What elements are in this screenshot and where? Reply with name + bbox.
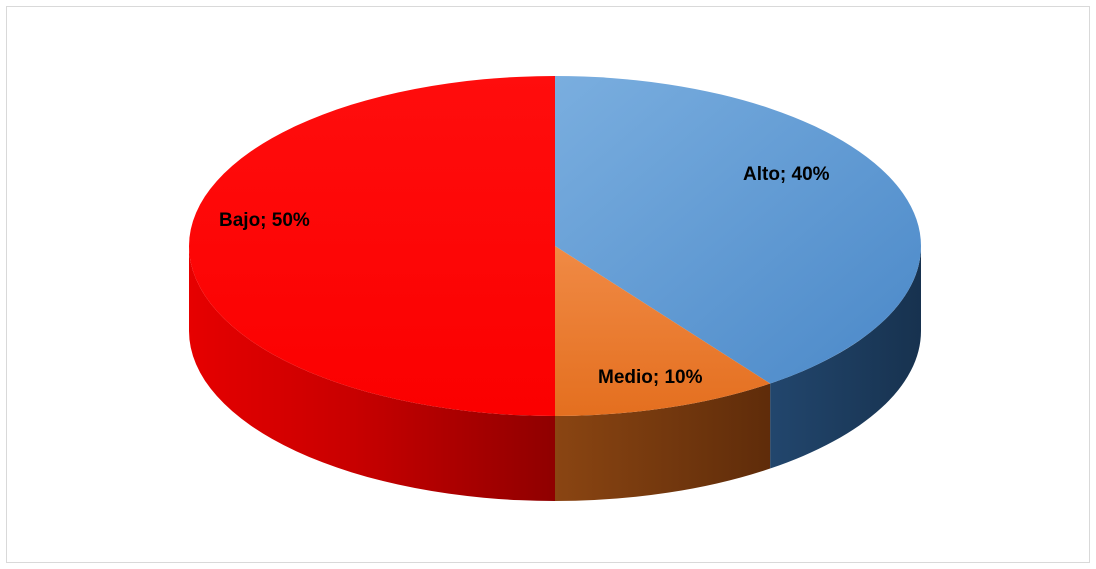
pie-side-medio [555, 383, 771, 501]
pie-side-bajo [189, 246, 555, 501]
pie-side-alto [770, 246, 921, 469]
data-label-medio: Medio; 10% [598, 367, 703, 388]
data-label-bajo: Bajo; 50% [219, 210, 310, 231]
pie-slice-bajo [189, 76, 555, 416]
pie-slice-alto [555, 76, 921, 384]
pie-slice-medio [555, 246, 771, 416]
data-label-alto: Alto; 40% [743, 164, 830, 185]
